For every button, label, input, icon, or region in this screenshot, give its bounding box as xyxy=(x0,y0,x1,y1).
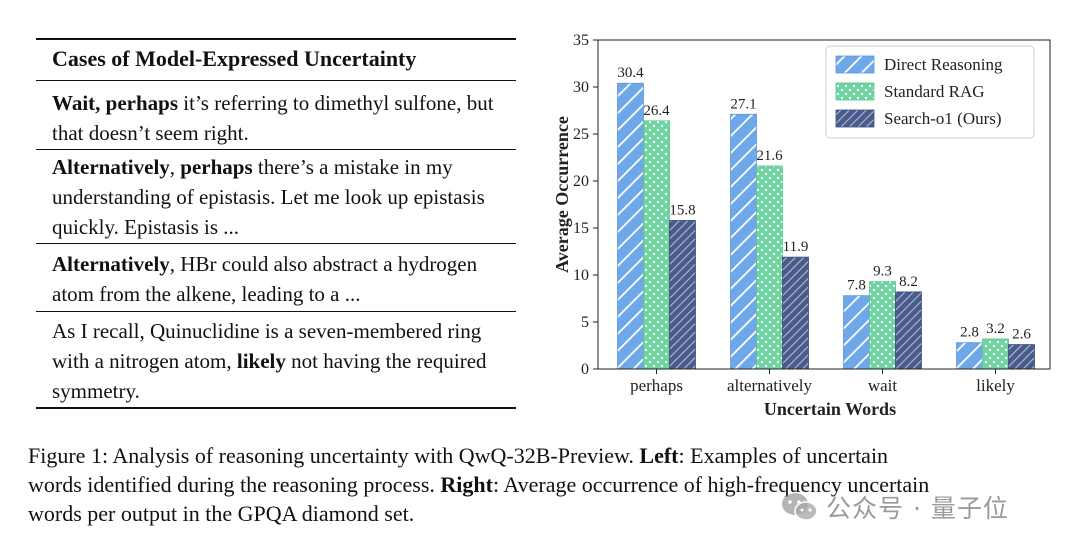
plot-frame xyxy=(597,39,1051,370)
caption-line: words per output in the GPQA diamond set… xyxy=(28,499,1058,528)
watermark: 公众号 · 量子位 xyxy=(780,487,1009,527)
bar-direct-reasoning-wait xyxy=(843,295,870,370)
bar-value-label: 21.6 xyxy=(756,148,783,164)
bar-value-label: 27.1 xyxy=(730,96,756,112)
legend-label: Direct Reasoning xyxy=(884,55,1003,74)
legend-box xyxy=(825,45,1035,139)
y-axis-label: Average Occurrence xyxy=(552,116,572,273)
text-segment: Figure 1: Analysis of reasoning uncertai… xyxy=(28,443,640,468)
table-row-divider xyxy=(36,243,516,244)
bar-value-label: 11.9 xyxy=(783,239,809,255)
x-tick-label: perhaps xyxy=(630,376,683,395)
x-tick-label: wait xyxy=(868,376,898,395)
table-row: Alternatively, perhaps there’s a mistake… xyxy=(52,152,507,242)
x-tick-label: alternatively xyxy=(727,376,812,395)
table-header-rule xyxy=(36,80,516,81)
text-segment: , xyxy=(169,155,181,179)
text-segment: : Average occurrence of high-frequency u… xyxy=(492,472,930,497)
bar-standard-rag-perhaps xyxy=(643,120,670,370)
x-axis-label: Uncertain Words xyxy=(764,399,896,419)
table-bottom-rule xyxy=(36,407,516,409)
bar-chart: 30.4 26.4 15.8 27.1 21.6 11.9 7.8 9.3 8.2 2.8 3.2 2… xyxy=(552,32,1051,419)
legend-swatch xyxy=(835,82,875,101)
text-segment: As I recall, Quinuclidine is a seven-mem… xyxy=(52,319,482,373)
y-tick-label: 20 xyxy=(573,173,589,190)
y-tick-label: 5 xyxy=(581,314,589,331)
text-segment: : Examples of uncertain xyxy=(678,443,889,468)
bar-standard-rag-alternatively xyxy=(756,165,783,370)
chart-axes: perhaps alternatively wait likely 0 5 10 15 20 25… xyxy=(552,32,1051,419)
bar-standard-rag-wait xyxy=(869,281,896,370)
text-segment: there’s a mistake in my understanding of… xyxy=(52,155,485,239)
table-row-divider xyxy=(36,311,516,312)
caption-line: words identified during the reasoning pr… xyxy=(28,470,1058,499)
bar-value-label: 9.3 xyxy=(873,264,892,280)
text-segment: not having the required symmetry. xyxy=(52,349,487,403)
table-top-rule xyxy=(36,38,516,40)
y-tick-label: 35 xyxy=(573,32,589,49)
emphasized-word: Alternatively xyxy=(52,252,170,276)
chart-legend: Direct Reasoning Standard RAG Search-o1 (O… xyxy=(825,45,1035,139)
bar-search-o1-ours--alternatively xyxy=(782,256,809,370)
table-row-divider xyxy=(36,149,516,150)
text-segment: , HBr could also abstract a hydrogen ato… xyxy=(52,252,478,306)
bar-value-label: 30.4 xyxy=(617,65,644,81)
caption-line: Figure 1: Analysis of reasoning uncertai… xyxy=(28,441,1058,470)
legend-swatch xyxy=(835,109,875,128)
emphasized-word: Right xyxy=(440,472,493,497)
table-row: As I recall, Quinuclidine is a seven-mem… xyxy=(52,316,507,406)
bar-value-label: 2.6 xyxy=(1012,327,1031,343)
chart-value-labels: 30.4 26.4 15.8 27.1 21.6 11.9 7.8 9.3 8.2 2.8 3.2 2… xyxy=(617,65,1031,342)
bar-value-label: 2.8 xyxy=(960,325,979,341)
emphasized-word: likely xyxy=(236,349,286,373)
bar-value-label: 26.4 xyxy=(643,103,670,119)
y-tick-label: 30 xyxy=(573,79,589,96)
bar-search-o1-ours--wait xyxy=(895,291,922,370)
x-tick-label: likely xyxy=(976,376,1015,395)
table-header: Cases of Model-Expressed Uncertainty xyxy=(52,46,417,71)
y-tick-label: 10 xyxy=(573,267,589,284)
bar-value-label: 15.8 xyxy=(669,202,695,218)
legend-label: Search-o1 (Ours) xyxy=(884,109,1002,128)
bar-direct-reasoning-perhaps xyxy=(617,82,644,370)
legend-label: Standard RAG xyxy=(884,82,985,101)
emphasized-word: perhaps xyxy=(180,155,253,179)
text-segment: words identified during the reasoning pr… xyxy=(28,472,441,497)
bar-search-o1-ours--likely xyxy=(1008,344,1035,370)
watermark-text: 公众号 · 量子位 xyxy=(826,494,1009,523)
legend-swatch xyxy=(835,55,875,74)
y-tick-label: 0 xyxy=(581,361,589,378)
bar-direct-reasoning-likely xyxy=(956,342,983,370)
bar-value-label: 3.2 xyxy=(986,321,1005,337)
bar-standard-rag-likely xyxy=(982,338,1009,370)
emphasized-word: Wait, perhaps xyxy=(52,91,179,115)
table-row: Alternatively, HBr could also abstract a… xyxy=(52,249,507,309)
bar-search-o1-ours--perhaps xyxy=(669,220,696,370)
text-segment: words per output in the GPQA diamond set… xyxy=(28,501,415,526)
emphasized-word: Left xyxy=(639,443,679,468)
bar-value-label: 8.2 xyxy=(899,274,918,290)
bar-direct-reasoning-alternatively xyxy=(730,113,757,370)
wechat-icon xyxy=(782,493,818,521)
bar-value-label: 7.8 xyxy=(847,278,866,294)
chart-bars xyxy=(617,82,1035,370)
figure-caption: Figure 1: Analysis of reasoning uncertai… xyxy=(28,441,1058,528)
emphasized-word: Alternatively xyxy=(52,155,170,179)
y-tick-label: 25 xyxy=(573,126,589,143)
y-tick-label: 15 xyxy=(573,220,589,237)
text-segment: it’s referring to dimethyl sulfone, but … xyxy=(52,91,494,145)
table-row: Wait, perhaps it’s referring to dimethyl… xyxy=(52,88,507,148)
